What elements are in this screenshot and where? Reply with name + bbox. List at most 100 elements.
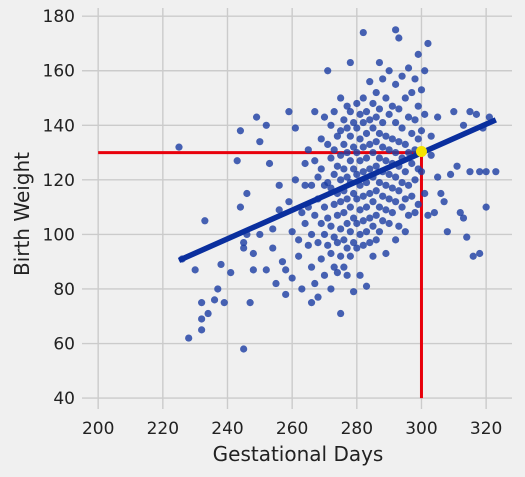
- data-point: [421, 189, 429, 198]
- data-point: [337, 127, 345, 135]
- data-point: [379, 143, 387, 151]
- data-point: [359, 192, 367, 200]
- data-point: [337, 252, 345, 260]
- data-point: [324, 178, 332, 187]
- data-point: [337, 198, 345, 206]
- data-point: [330, 170, 338, 179]
- data-point: [333, 211, 342, 219]
- data-point: [366, 140, 374, 148]
- data-point: [372, 88, 380, 97]
- y-tick-label: 40: [53, 389, 75, 409]
- data-point: [395, 222, 403, 230]
- y-axis-label: Birth Weight: [10, 152, 34, 276]
- data-point: [411, 208, 419, 217]
- data-point: [320, 230, 329, 239]
- data-point: [307, 299, 316, 307]
- data-point: [262, 121, 270, 129]
- data-point: [492, 168, 500, 176]
- data-point: [411, 75, 419, 83]
- data-point: [265, 159, 274, 168]
- data-point: [288, 274, 296, 282]
- data-point: [359, 94, 367, 102]
- data-point: [440, 198, 448, 206]
- data-point: [369, 99, 377, 108]
- data-point: [395, 34, 403, 42]
- data-point: [414, 135, 422, 143]
- data-point: [204, 309, 212, 318]
- data-point: [372, 162, 380, 170]
- data-point: [304, 241, 312, 249]
- data-point: [353, 148, 361, 157]
- data-point: [269, 225, 277, 233]
- data-point: [262, 266, 270, 274]
- data-point: [233, 157, 241, 165]
- data-point: [469, 252, 477, 260]
- data-point: [343, 219, 351, 228]
- data-point: [317, 165, 325, 173]
- data-point: [359, 28, 367, 37]
- data-point: [379, 75, 387, 83]
- data-point: [414, 50, 422, 58]
- data-point: [459, 121, 468, 129]
- data-point: [249, 266, 257, 274]
- data-point: [472, 110, 481, 118]
- data-point: [417, 86, 426, 94]
- y-tick-label: 180: [43, 7, 75, 27]
- data-point: [175, 143, 183, 151]
- data-point: [408, 192, 416, 200]
- data-point: [353, 219, 361, 228]
- data-point: [366, 189, 374, 198]
- data-point: [252, 113, 261, 121]
- data-point: [311, 108, 319, 116]
- data-point: [353, 244, 361, 252]
- data-point: [343, 173, 351, 181]
- data-point: [362, 203, 371, 211]
- data-point: [314, 173, 322, 181]
- data-point: [227, 269, 235, 277]
- data-point: [401, 228, 409, 236]
- data-point: [427, 132, 435, 140]
- data-point: [307, 263, 316, 271]
- data-point: [379, 217, 387, 225]
- x-tick-label: 200: [82, 419, 114, 439]
- data-point: [191, 266, 199, 274]
- x-tick-label: 240: [211, 419, 243, 439]
- data-point: [398, 203, 406, 211]
- data-point: [395, 105, 403, 113]
- data-point: [463, 233, 471, 241]
- data-point: [256, 230, 264, 239]
- data-point: [359, 118, 367, 127]
- data-point: [317, 135, 325, 143]
- data-point: [369, 252, 377, 260]
- data-point: [240, 238, 248, 247]
- data-point: [346, 203, 354, 211]
- data-point: [434, 173, 442, 181]
- data-point: [385, 146, 393, 154]
- data-point: [198, 326, 206, 334]
- data-point: [404, 211, 413, 219]
- data-point: [398, 124, 406, 132]
- data-point: [375, 228, 384, 236]
- data-point: [324, 241, 332, 249]
- data-point: [356, 206, 364, 214]
- data-point: [388, 102, 396, 110]
- data-point: [392, 236, 400, 244]
- data-point: [466, 168, 474, 176]
- data-point: [343, 195, 351, 203]
- data-point: [375, 58, 384, 67]
- data-point: [201, 217, 209, 225]
- data-point: [372, 138, 380, 146]
- data-point: [311, 279, 319, 288]
- data-point: [366, 116, 374, 124]
- data-point: [369, 198, 377, 206]
- data-point: [317, 255, 325, 263]
- data-point: [443, 228, 451, 236]
- data-point: [349, 118, 358, 127]
- data-point: [210, 296, 219, 304]
- highlight-point: [415, 145, 427, 157]
- data-point: [362, 228, 371, 236]
- data-point: [343, 102, 351, 110]
- data-point: [466, 108, 474, 116]
- data-point: [434, 113, 442, 121]
- data-point: [246, 299, 254, 307]
